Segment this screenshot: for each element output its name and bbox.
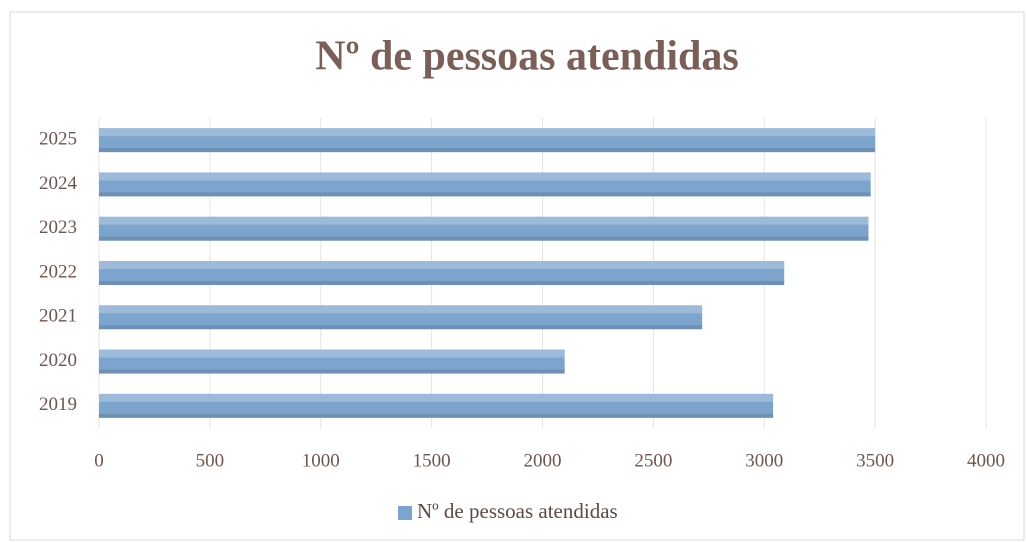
y-tick-label: 2023 (39, 217, 77, 238)
bar-highlight (99, 349, 565, 358)
bar-shadow (99, 325, 703, 330)
bar-highlight (99, 261, 785, 269)
bar-shadow (99, 236, 869, 241)
bar (99, 393, 774, 418)
x-tick-label: 500 (196, 450, 225, 471)
y-tick-label: 2019 (39, 394, 77, 415)
bar (99, 172, 871, 197)
y-tick-label: 2020 (39, 350, 77, 371)
x-tick-label: 0 (94, 450, 104, 471)
x-tick-label: 1500 (413, 450, 451, 471)
bar (99, 305, 703, 330)
y-tick-label: 2022 (39, 261, 77, 282)
bar-highlight (99, 172, 871, 181)
y-tick-label: 2024 (39, 173, 78, 194)
bar (99, 216, 869, 241)
bar-highlight (99, 128, 876, 137)
bar-highlight (99, 216, 869, 225)
x-tick-label: 3500 (856, 450, 894, 471)
bar-shadow (99, 148, 876, 153)
bar-shadow (99, 281, 785, 285)
bar (99, 349, 565, 374)
y-tick-label: 2021 (39, 306, 77, 327)
bar (99, 128, 876, 153)
bar-shadow (99, 192, 871, 197)
bar-shadow (99, 369, 565, 374)
x-tick-label: 1000 (302, 450, 340, 471)
x-tick-label: 2000 (524, 450, 562, 471)
legend-label: Nº de pessoas atendidas (417, 499, 618, 523)
bar (99, 261, 785, 285)
legend-swatch (398, 506, 412, 520)
bar-highlight (99, 393, 774, 402)
x-tick-label: 3000 (745, 450, 783, 471)
x-tick-label: 4000 (967, 450, 1005, 471)
bar-shadow (99, 413, 774, 418)
chart-title: Nº de pessoas atendidas (315, 34, 738, 80)
x-tick-label: 2500 (634, 450, 672, 471)
y-tick-label: 2025 (39, 129, 77, 150)
bar-highlight (99, 305, 703, 314)
